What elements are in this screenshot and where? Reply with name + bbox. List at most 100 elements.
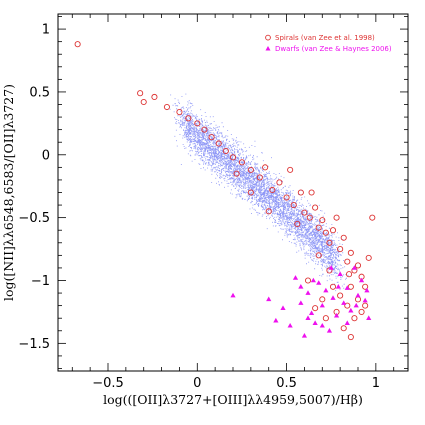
spiral-point [312,305,319,312]
dwarf-point [308,310,315,315]
spiral-point [137,90,144,97]
spiral-point [283,194,290,201]
x-tick-label: 0 [193,376,201,391]
dwarf-point [323,287,329,293]
dwarf-point [305,290,311,295]
spiral-point [287,166,294,173]
spiral-point [185,115,192,122]
dwarf-point [305,315,311,321]
spiral-point [194,120,201,127]
spiral-point [329,283,337,290]
spiral-point [256,174,263,181]
spiral-point [315,252,322,259]
dwarf-point [344,320,350,326]
spiral-point [308,189,315,196]
spiral-point [276,179,283,186]
y-axis-title: log([NII]λλ6548,6583/[OII]λ3727) [1,84,16,301]
spiral-point [315,224,322,231]
spiral-point [347,249,354,256]
legend-marker-spirals [265,34,271,41]
spiral-point [163,103,170,111]
legend-label: Spirals (van Zee et al. 1998) [275,34,375,42]
dwarf-point [358,277,365,283]
x-tick-label: 0.5 [276,376,297,391]
dwarf-point [273,317,279,323]
spiral-point [247,189,254,196]
dwarf-point [335,283,341,289]
dwarf-point [366,315,372,321]
dwarf-point [337,271,343,277]
spiral-point [208,134,215,141]
series-dwarfs [230,265,372,338]
dwarf-point [266,296,272,302]
spiral-point [340,234,347,241]
spiral-point [247,166,254,173]
dwarf-point [230,292,236,298]
axes: −0.5 0 0.5 1 1 0.5 0 −0.5 −1 −1.5 [18,14,408,391]
dwarf-point [328,265,334,270]
y-tick-label: −1.5 [18,337,50,352]
spiral-point [347,283,354,290]
spiral-point [326,239,333,246]
spiral-point [329,227,337,234]
dwarf-point [364,287,370,293]
dwarf-point [298,300,304,305]
y-tick-label: 0.5 [29,85,50,100]
dwarf-point [292,275,299,280]
spiral-point [304,277,312,284]
spiral-point [301,209,308,216]
spiral-point [297,189,304,196]
spiral-point [340,325,347,332]
spiral-point [140,98,147,106]
spiral-point [233,170,240,177]
spiral-point [322,315,329,322]
spiral-point [151,93,158,101]
spiral-point [262,164,269,171]
dwarf-point [344,285,350,290]
dwarf-point [353,302,359,308]
legend-marker-dwarfs [265,46,271,51]
spiral-point [294,220,301,227]
spiral-point [238,159,245,166]
legend-label: Dwarfs (van Zee & Haynes 2006) [275,45,392,53]
dwarf-point [312,320,318,326]
legend: Spirals (van Zee et al. 1998) Dwarfs (van… [265,34,392,53]
spiral-point [201,126,208,133]
spiral-point [351,315,358,322]
series-spirals [74,41,376,341]
spiral-point [333,214,340,221]
spiral-point [319,217,326,224]
dwarf-point [316,280,322,285]
dwarf-point [310,277,316,283]
dwarf-point [298,283,304,289]
spiral-point [344,302,351,309]
dwarf-point [341,300,347,305]
dwarf-point [351,265,358,270]
spiral-point [362,302,369,309]
spiral-point [290,202,297,209]
x-tick-label: 1 [372,376,380,391]
x-axis-title: log(([OII]λ3727+[OIII]λλ4959,5007)/Hβ) [103,392,363,407]
y-tick-label: −1 [31,274,50,289]
spiral-point [347,334,354,341]
y-tick-label: 0 [42,148,50,163]
spiral-point [322,229,329,236]
dwarf-point [319,322,325,328]
spiral-point [346,271,353,278]
dwarf-point [326,327,333,333]
spiral-point [306,214,313,221]
series-markers [74,41,376,341]
dwarf-point [348,307,354,313]
spiral-point [265,208,272,215]
dwarf-point [333,312,340,318]
spiral-point [337,292,344,299]
spiral-point [215,140,222,147]
dwarf-point [355,292,361,298]
spiral-point [362,283,369,290]
dwarf-point [301,333,308,338]
spiral-point [337,246,344,253]
spiral-point [358,308,365,315]
spiral-point [312,204,319,211]
spiral-point [176,108,183,116]
